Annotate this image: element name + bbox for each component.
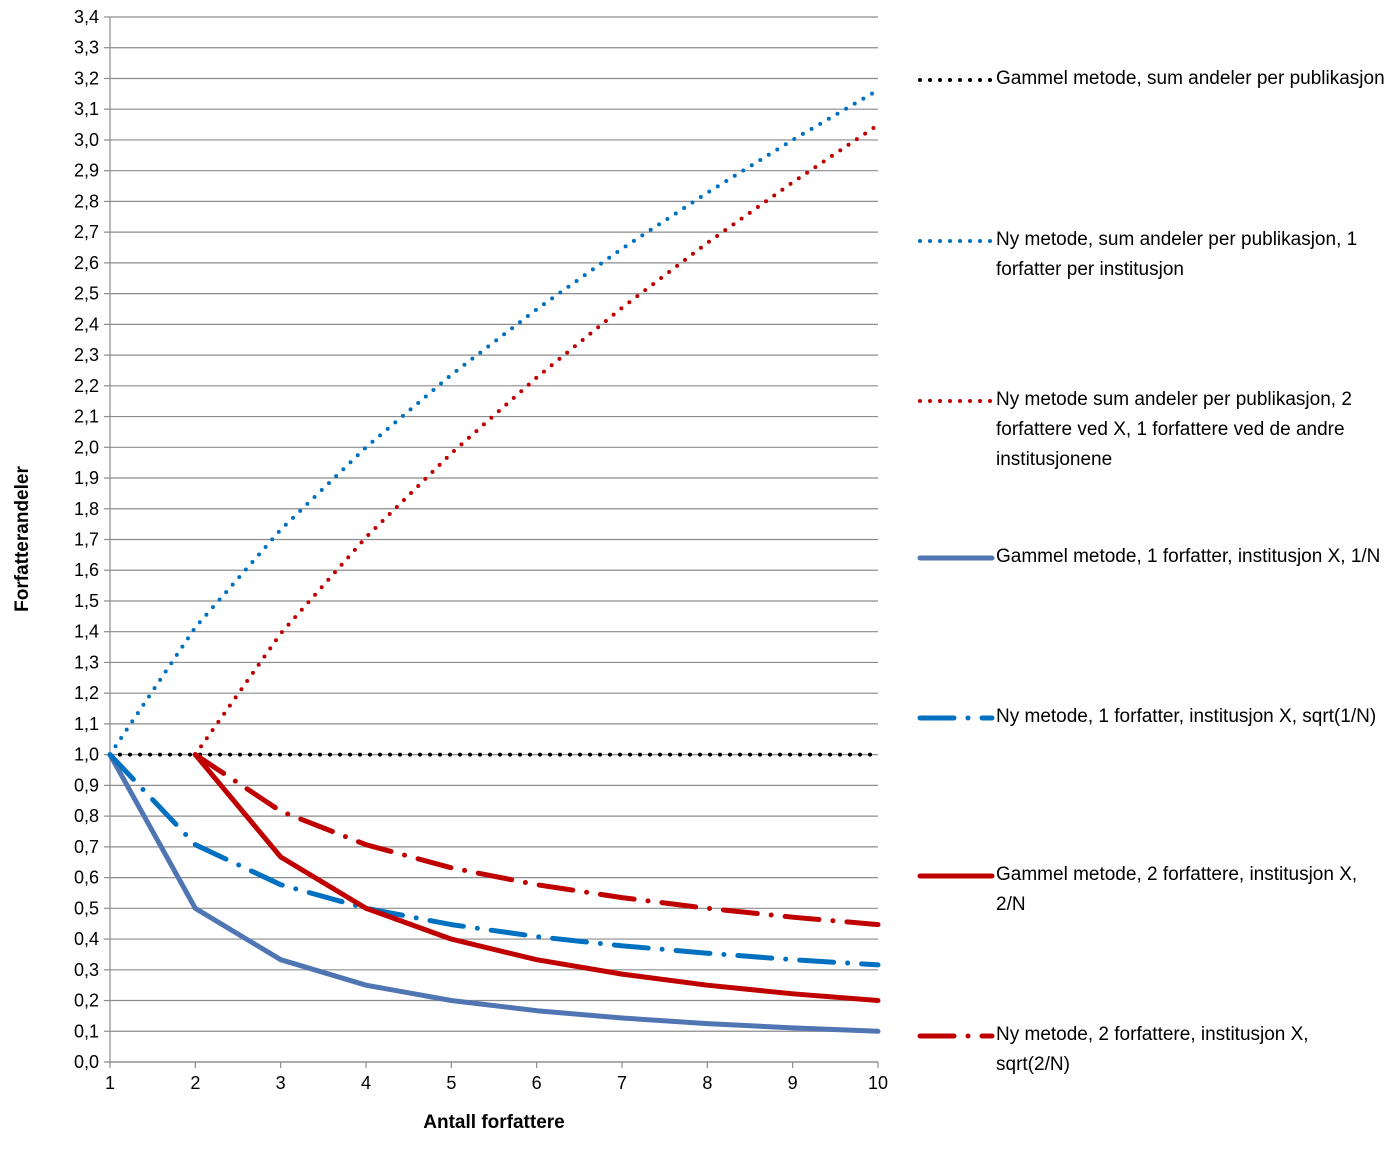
x-tick-label: 3 [276, 1073, 286, 1093]
x-tick-label: 7 [617, 1073, 627, 1093]
legend-swatch [917, 1033, 995, 1039]
x-tick-label: 8 [702, 1073, 712, 1093]
y-tick-label: 3,0 [74, 130, 99, 150]
y-axis-title: Forfatterandeler [12, 466, 33, 612]
y-tick-label: 2,9 [74, 161, 99, 181]
y-tick-label: 3,3 [74, 38, 99, 58]
x-tick-label: 1 [105, 1073, 115, 1093]
y-tick-label: 2,5 [74, 284, 99, 304]
y-tick-label: 0,9 [74, 775, 99, 795]
y-tick-label: 1,2 [74, 683, 99, 703]
y-tick-label: 0,3 [74, 960, 99, 980]
y-tick-labels: 0,0 0,1 0,2 0,3 0,4 0,5 0,6 0,7 0,8 0,9 1,0 1,1 1,2 1… [74, 7, 99, 1072]
y-tick-label: 3,2 [74, 68, 99, 88]
y-tick-label: 1,1 [74, 714, 99, 734]
y-tick-label: 1,8 [74, 499, 99, 519]
x-tick-label: 2 [190, 1073, 200, 1093]
y-tick-label: 2,1 [74, 407, 99, 427]
legend-swatch [918, 239, 994, 243]
y-tick-label: 1,4 [74, 622, 99, 642]
y-tick-label: 1,0 [74, 745, 99, 765]
y-tick-label: 3,1 [74, 99, 99, 119]
x-tick-labels: 1 2 3 4 5 6 7 8 9 10 [105, 1073, 888, 1093]
x-tick-label: 6 [532, 1073, 542, 1093]
legend-swatch [918, 78, 994, 82]
legend-swatch [917, 555, 995, 561]
y-tick-label: 2,8 [74, 191, 99, 211]
y-tick-label: 1,5 [74, 591, 99, 611]
y-tick-label: 0,5 [74, 898, 99, 918]
x-tick-label: 5 [446, 1073, 456, 1093]
legend-swatch [918, 399, 994, 403]
legend-swatch [917, 715, 995, 721]
legend-label: Ny metode, sum andeler per publikasjon, … [996, 229, 1358, 280]
y-tick-label: 1,9 [74, 468, 99, 488]
y-tick-label: 3,4 [74, 7, 99, 27]
y-tick-label: 1,6 [74, 560, 99, 580]
y-tick-label: 2,2 [74, 376, 99, 396]
y-tick-label: 0,8 [74, 806, 99, 826]
y-tick-label: 0,2 [74, 991, 99, 1011]
series-lines [107, 88, 881, 1034]
series-line-5 [107, 752, 881, 968]
y-tick-label: 2,7 [74, 222, 99, 242]
y-tick-label: 1,7 [74, 530, 99, 550]
y-tick-label: 2,4 [74, 314, 99, 334]
x-tick-label: 4 [361, 1073, 371, 1093]
legend-label: Ny metode, 1 forfatter, institusjon X, s… [996, 706, 1377, 727]
y-tick-label: 2,6 [74, 253, 99, 273]
y-tick-label: 2,0 [74, 437, 99, 457]
y-tick-label: 0,7 [74, 837, 99, 857]
legend-label: Gammel metode, 1 forfatter, institusjon … [996, 546, 1381, 567]
y-tick-label: 1,3 [74, 652, 99, 672]
x-tick-label: 10 [868, 1073, 888, 1093]
x-axis-title: Antall forfattere [423, 1112, 564, 1133]
legend-label: Ny metode sum andeler per publikasjon, 2… [996, 389, 1352, 470]
legend-label: Gammel metode, 2 forfattere, institusjon… [996, 864, 1358, 915]
series-line-6 [192, 752, 881, 1003]
series-line-7 [192, 752, 881, 928]
y-tick-label: 2,3 [74, 345, 99, 365]
series-line-4 [107, 752, 881, 1034]
y-tick-label: 0,6 [74, 868, 99, 888]
y-tick-label: 0,0 [74, 1052, 99, 1072]
series-line-3 [193, 122, 880, 757]
y-tick-label: 0,4 [74, 929, 99, 949]
gridlines [104, 16, 878, 1063]
y-tick-label: 0,1 [74, 1021, 99, 1041]
legend-label: Gammel metode, sum andeler per publikasj… [996, 68, 1385, 89]
legend-label: Ny metode, 2 forfattere, institusjon X, … [996, 1024, 1309, 1075]
axes [109, 17, 879, 1068]
x-tick-label: 9 [788, 1073, 798, 1093]
series-line-2 [108, 88, 880, 757]
legend-swatch [917, 873, 995, 879]
